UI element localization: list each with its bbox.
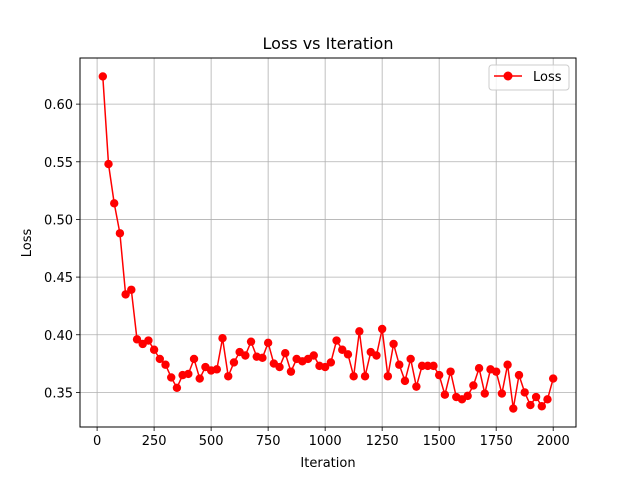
loss-data-point	[104, 159, 113, 169]
legend-marker-swatch	[503, 71, 513, 81]
loss-data-point	[372, 351, 381, 360]
loss-data-point	[121, 290, 130, 299]
loss-data-point	[343, 350, 353, 359]
y-tick-label: 0.40	[44, 329, 73, 344]
x-tick-label: 2000	[537, 434, 570, 449]
loss-data-point	[503, 360, 512, 369]
loss-data-point	[275, 362, 284, 372]
loss-data-point	[543, 395, 552, 404]
legend-box	[488, 64, 570, 91]
loss-data-point	[514, 370, 524, 380]
loss-data-point	[355, 327, 364, 336]
loss-data-point	[360, 372, 370, 381]
plot-frame	[79, 57, 577, 428]
loss-data-point	[115, 229, 125, 238]
loss-data-point	[377, 324, 387, 334]
loss-data-point	[338, 345, 347, 354]
loss-data-point	[463, 391, 472, 401]
loss-data-point	[537, 402, 546, 411]
x-axis-label: Iteration	[300, 456, 355, 471]
loss-data-point	[258, 353, 267, 363]
chart-title: Loss vs Iteration	[263, 34, 394, 53]
loss-data-point	[241, 351, 250, 360]
loss-data-point	[172, 383, 182, 392]
loss-data-point	[474, 363, 484, 373]
y-tick-label: 0.45	[44, 271, 73, 286]
plot-data-layer	[98, 72, 558, 413]
loss-data-point	[224, 372, 233, 381]
y-tick-label: 0.60	[44, 98, 73, 113]
loss-data-point	[326, 358, 336, 367]
loss-data-point	[548, 374, 558, 383]
x-tick-label: 1250	[366, 434, 399, 449]
y-axis-label: Loss	[20, 229, 35, 258]
loss-data-point	[161, 360, 170, 369]
loss-data-point	[395, 360, 404, 369]
loss-data-point	[127, 285, 136, 294]
legend: Loss	[488, 64, 570, 91]
loss-data-point	[286, 367, 296, 376]
x-tick-label: 250	[142, 434, 167, 449]
axis-ticks: 0 250 500 750 1000 1250 1500 1750 2000 0.35 0.40 0.…	[44, 98, 570, 449]
loss-data-point	[509, 404, 518, 413]
legend-label: Loss	[533, 70, 562, 85]
loss-data-point	[383, 372, 393, 381]
x-tick-label: 500	[199, 434, 224, 449]
loss-data-point	[98, 72, 108, 81]
loss-data-point	[149, 345, 159, 354]
loss-data-point	[440, 390, 450, 399]
loss-data-point	[110, 199, 119, 208]
x-tick-label: 750	[256, 434, 281, 449]
loss-data-point	[320, 362, 330, 372]
grid-lines	[80, 58, 576, 427]
loss-data-point	[309, 351, 318, 360]
loss-data-point	[218, 334, 227, 343]
loss-data-point	[263, 338, 273, 348]
y-tick-label: 0.55	[44, 156, 73, 171]
x-tick-label: 1750	[480, 434, 513, 449]
loss-data-point	[446, 367, 455, 376]
loss-data-point	[412, 382, 421, 391]
loss-data-point	[212, 365, 222, 374]
loss-data-point	[229, 358, 239, 367]
loss-data-point	[132, 335, 142, 344]
x-tick-label: 0	[93, 434, 101, 449]
y-tick-label: 0.50	[44, 213, 73, 228]
loss-data-point	[167, 373, 176, 382]
x-tick-label: 1000	[309, 434, 342, 449]
loss-data-point	[429, 361, 438, 371]
loss-data-point	[491, 367, 501, 376]
loss-data-point	[520, 388, 529, 397]
loss-data-point	[184, 369, 193, 379]
loss-data-point	[349, 372, 358, 381]
loss-data-point	[195, 374, 204, 383]
loss-data-point	[469, 381, 478, 390]
loss-data-point	[144, 336, 153, 345]
loss-data-point	[400, 376, 410, 386]
loss-data-point	[406, 354, 415, 364]
loss-data-point	[389, 339, 398, 349]
x-tick-label: 1500	[423, 434, 456, 449]
loss-data-point	[497, 389, 507, 398]
loss-data-point	[531, 392, 541, 402]
loss-data-point	[246, 337, 256, 346]
loss-data-point	[434, 370, 444, 380]
loss-data-point	[189, 354, 199, 364]
loss-data-point	[155, 354, 165, 364]
y-tick-label: 0.35	[44, 386, 73, 401]
loss-data-point	[526, 400, 535, 410]
loss-data-point	[332, 336, 341, 345]
loss-data-point	[480, 389, 489, 398]
loss-data-point	[281, 349, 290, 358]
